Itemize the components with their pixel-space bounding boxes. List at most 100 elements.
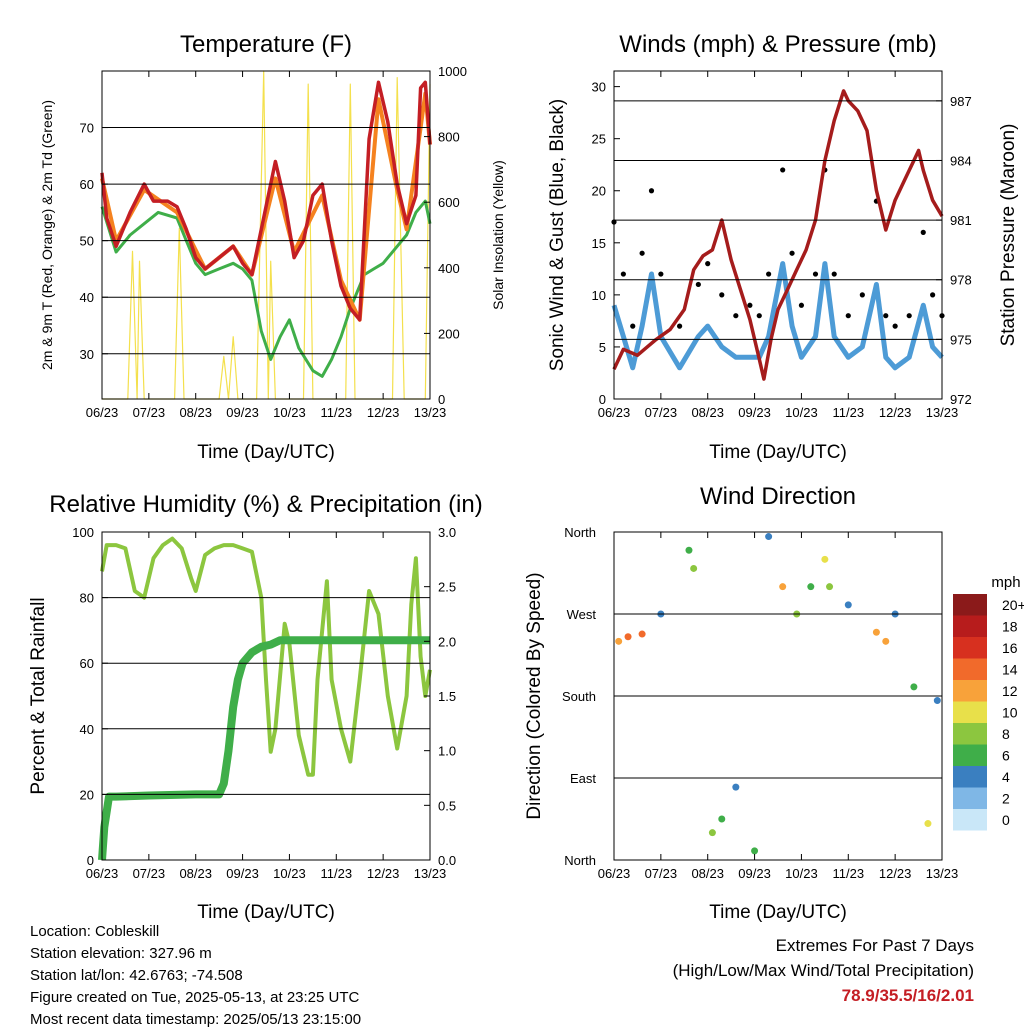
direction-point: [844, 601, 852, 609]
x-tick-label: 10/23: [785, 866, 818, 881]
x-tick-label: 13/23: [926, 405, 959, 420]
legend-swatch: [953, 637, 987, 659]
legend-swatch: [953, 787, 987, 809]
y-tick-label: 50: [80, 234, 94, 249]
y-tick-label: 30: [80, 347, 94, 362]
temperature-plot-area: [101, 70, 431, 400]
direction-point: [807, 583, 815, 591]
precip-line: [98, 636, 430, 861]
y2-tick-label: 984: [950, 153, 972, 168]
direction-point: [624, 633, 632, 641]
created-text: Figure created on Tue, 2025-05-13, at 23…: [30, 989, 360, 1006]
y2-tick-label: 200: [438, 326, 460, 341]
direction-xlabel: Time (Day/UTC): [709, 902, 847, 923]
gust-point: [756, 313, 762, 319]
x-tick-label: 11/23: [320, 405, 352, 420]
pressure-line: [612, 89, 944, 381]
y2-tick-label: 3.0: [438, 525, 456, 540]
legend-label: 6: [1002, 747, 1010, 763]
gust-point: [705, 261, 711, 267]
temperature-left-ticks: 30 40 50 60 70: [80, 121, 430, 362]
y-tick-label: 0: [87, 853, 94, 868]
y-tick-label: 20: [80, 787, 94, 802]
legend-title: mph: [991, 574, 1020, 591]
dewpoint-line: [100, 199, 432, 378]
direction-point: [910, 683, 918, 691]
y-tick-label: 40: [80, 290, 94, 305]
legend-swatch: [953, 744, 987, 766]
legend-label: 10: [1002, 704, 1018, 720]
winds-plot-area: [613, 70, 943, 400]
x-tick-label: 11/23: [320, 866, 352, 881]
x-tick-label: 07/23: [645, 405, 678, 420]
y-tick-label: 25: [592, 132, 606, 147]
winds-left-ticks: 0 5 10 15 20 25 30: [592, 80, 620, 407]
gust-point: [658, 271, 664, 277]
direction-point: [718, 815, 726, 823]
direction-point: [765, 533, 773, 541]
humidity-xlabel: Time (Day/UTC): [197, 902, 335, 923]
gust-point: [648, 188, 655, 194]
y-tick-label: West: [567, 607, 597, 622]
y-tick-label: 60: [80, 656, 94, 671]
winds-ylabel-right: Station Pressure (Maroon): [998, 124, 1019, 347]
winds-x-ticks: 06/23 07/23 08/23 09/23 10/23 11/23 12/23 13/23: [598, 71, 959, 420]
x-tick-label: 10/23: [273, 405, 306, 420]
legend-swatch: [953, 680, 987, 702]
y2-tick-label: 0.5: [438, 798, 456, 813]
x-tick-label: 06/23: [598, 405, 631, 420]
humidity-x-ticks: 06/23 07/23 08/23 09/23 10/23 11/23 12/23 13/23: [86, 532, 447, 881]
gust-point: [859, 292, 865, 298]
y2-tick-label: 975: [950, 332, 972, 347]
humidity-title: Relative Humidity (%) & Precipitation (i…: [49, 491, 482, 518]
x-tick-label: 11/23: [832, 866, 864, 881]
x-tick-label: 07/23: [645, 866, 678, 881]
legend-label: 8: [1002, 726, 1010, 742]
gust-point: [798, 302, 805, 308]
y-tick-label: 5: [599, 340, 606, 355]
y2-tick-label: 1.5: [438, 689, 456, 704]
humidity-panel: Relative Humidity (%) & Precipitation (i…: [28, 491, 483, 923]
direction-point: [685, 546, 693, 554]
x-tick-label: 08/23: [179, 866, 212, 881]
direction-panel: Wind Direction North East South West North 0…: [524, 483, 1024, 923]
y-tick-label: 80: [80, 591, 94, 606]
legend-swatch: [953, 766, 987, 788]
legend-label: 16: [1002, 640, 1018, 656]
x-tick-label: 13/23: [414, 405, 447, 420]
direction-point: [751, 847, 759, 855]
extremes-subtitle: (High/Low/Max Wind/Total Precipitation): [672, 961, 974, 980]
gust-point: [789, 250, 795, 256]
y2-tick-label: 2.0: [438, 634, 456, 649]
wind-line: [611, 261, 944, 371]
legend-label: 20+: [1002, 597, 1024, 613]
humidity-series: [98, 536, 432, 861]
direction-x-ticks: 06/23 07/23 08/23 09/23 10/23 11/23 12/23 13/23: [598, 532, 959, 881]
y2-tick-label: 1000: [438, 64, 467, 79]
x-tick-label: 13/23: [414, 866, 447, 881]
x-tick-label: 08/23: [691, 405, 724, 420]
x-tick-label: 12/23: [879, 405, 912, 420]
gust-point: [747, 302, 753, 308]
y2-tick-label: 987: [950, 94, 972, 109]
gust-point: [719, 292, 725, 298]
y2-tick-label: 2.5: [438, 580, 456, 595]
x-tick-label: 06/23: [86, 866, 119, 881]
x-tick-label: 08/23: [691, 866, 724, 881]
temp-2m-line: [100, 80, 432, 322]
temperature-series: [100, 70, 432, 400]
winds-series: [611, 89, 945, 381]
winds-xlabel: Time (Day/UTC): [709, 442, 847, 463]
x-tick-label: 09/23: [738, 405, 771, 420]
legend-swatch: [953, 701, 987, 723]
direction-ylabel-left: Direction (Colored By Speed): [524, 572, 545, 819]
x-tick-label: 10/23: [785, 405, 818, 420]
gust-point: [639, 250, 645, 256]
y2-tick-label: 981: [950, 213, 972, 228]
x-tick-label: 13/23: [926, 866, 959, 881]
gust-point: [831, 271, 837, 277]
rh-line: [100, 536, 432, 777]
elevation-text: Station elevation: 327.96 m: [30, 945, 212, 962]
gust-point: [766, 271, 772, 277]
